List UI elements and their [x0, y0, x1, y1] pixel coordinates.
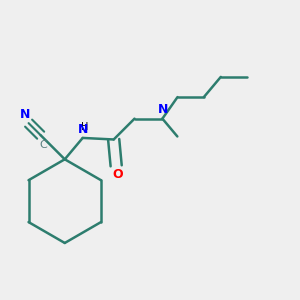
Text: N: N: [78, 123, 88, 136]
Text: N: N: [20, 108, 30, 121]
Text: N: N: [158, 103, 168, 116]
Text: O: O: [112, 168, 123, 181]
Text: C: C: [39, 140, 47, 150]
Text: H: H: [81, 122, 88, 132]
